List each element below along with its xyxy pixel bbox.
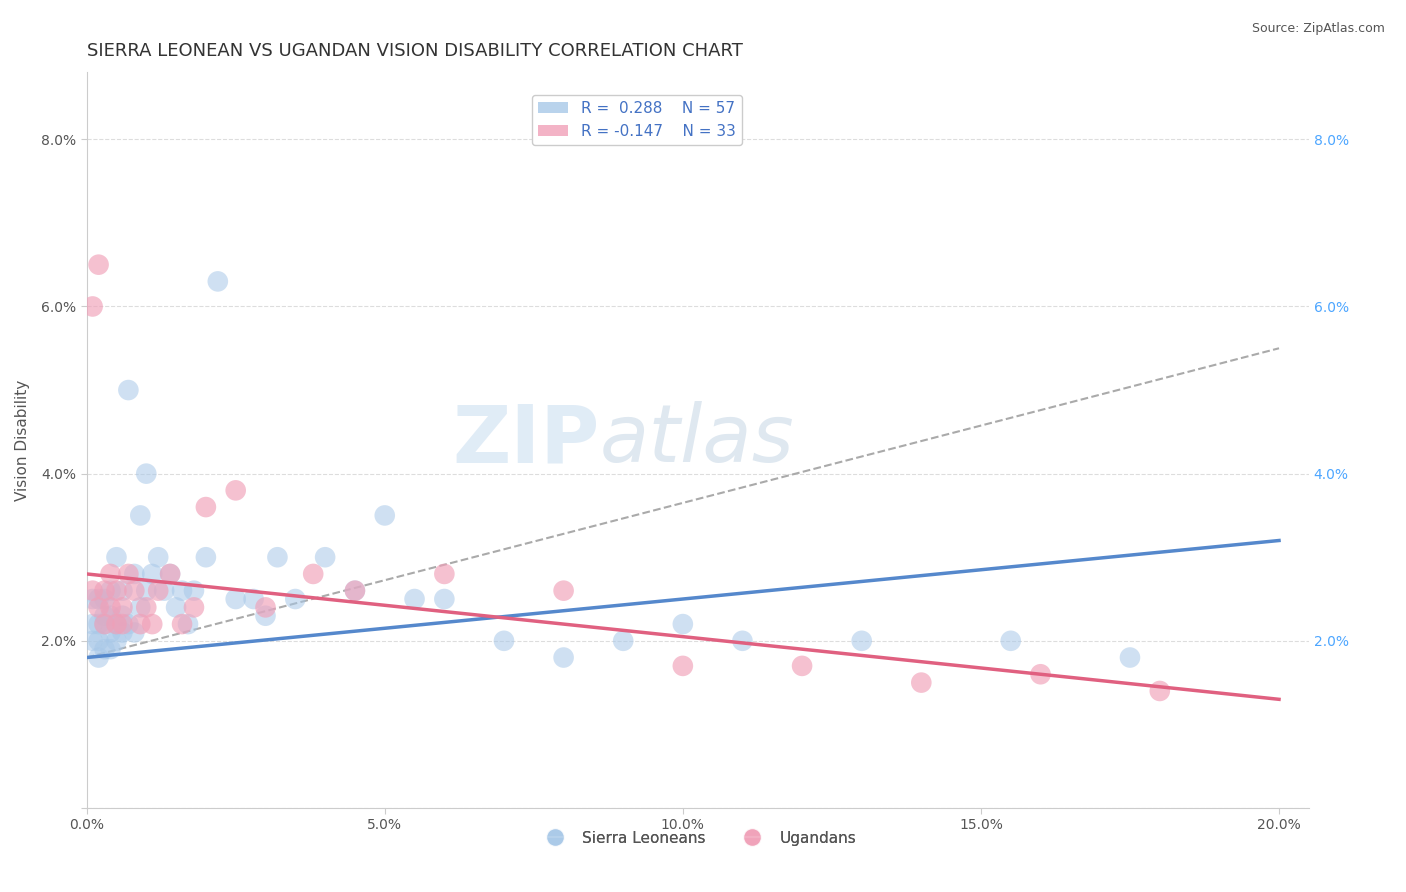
- Point: [82, 300, 104, 314]
- Point: [100, 583, 122, 598]
- Point: [124, 625, 146, 640]
- Text: ZIP: ZIP: [453, 401, 600, 479]
- Point: [433, 566, 456, 581]
- Point: [194, 500, 217, 514]
- Point: [159, 566, 181, 581]
- Text: SIERRA LEONEAN VS UGANDAN VISION DISABILITY CORRELATION CHART: SIERRA LEONEAN VS UGANDAN VISION DISABIL…: [87, 42, 742, 60]
- Point: [343, 583, 366, 598]
- Point: [82, 583, 104, 598]
- Point: [1000, 633, 1022, 648]
- Point: [111, 583, 134, 598]
- Point: [183, 583, 205, 598]
- Point: [93, 608, 115, 623]
- Point: [82, 633, 104, 648]
- Point: [93, 583, 115, 598]
- Point: [302, 566, 325, 581]
- Point: [404, 592, 426, 607]
- Point: [93, 642, 115, 657]
- Point: [93, 617, 115, 632]
- Text: Source: ZipAtlas.com: Source: ZipAtlas.com: [1251, 22, 1385, 36]
- Point: [87, 633, 110, 648]
- Point: [612, 633, 634, 648]
- Point: [148, 550, 170, 565]
- Point: [135, 467, 157, 481]
- Point: [492, 633, 515, 648]
- Point: [105, 633, 128, 648]
- Point: [82, 617, 104, 632]
- Point: [165, 600, 187, 615]
- Point: [790, 659, 813, 673]
- Point: [1149, 684, 1171, 698]
- Point: [148, 583, 170, 598]
- Point: [284, 592, 307, 607]
- Text: atlas: atlas: [600, 401, 794, 479]
- Point: [105, 583, 128, 598]
- Point: [194, 550, 217, 565]
- Point: [100, 566, 122, 581]
- Point: [100, 600, 122, 615]
- Point: [242, 592, 264, 607]
- Point: [117, 383, 139, 397]
- Point: [141, 566, 163, 581]
- Point: [170, 583, 193, 598]
- Point: [117, 617, 139, 632]
- Point: [124, 566, 146, 581]
- Point: [225, 483, 247, 498]
- Point: [93, 617, 115, 632]
- Y-axis label: Vision Disability: Vision Disability: [15, 380, 30, 500]
- Point: [731, 633, 754, 648]
- Legend: Sierra Leoneans, Ugandans: Sierra Leoneans, Ugandans: [533, 824, 862, 852]
- Point: [553, 650, 575, 665]
- Point: [129, 617, 152, 632]
- Point: [177, 617, 200, 632]
- Point: [672, 617, 695, 632]
- Point: [135, 583, 157, 598]
- Point: [433, 592, 456, 607]
- Point: [153, 583, 176, 598]
- Point: [266, 550, 288, 565]
- Point: [1029, 667, 1052, 681]
- Point: [135, 600, 157, 615]
- Point: [100, 608, 122, 623]
- Point: [111, 608, 134, 623]
- Point: [87, 592, 110, 607]
- Point: [87, 650, 110, 665]
- Point: [129, 508, 152, 523]
- Point: [100, 642, 122, 657]
- Point: [374, 508, 396, 523]
- Point: [111, 625, 134, 640]
- Point: [910, 675, 932, 690]
- Point: [117, 566, 139, 581]
- Point: [553, 583, 575, 598]
- Point: [111, 600, 134, 615]
- Point: [93, 592, 115, 607]
- Point: [100, 625, 122, 640]
- Point: [111, 617, 134, 632]
- Point: [254, 608, 277, 623]
- Point: [141, 617, 163, 632]
- Point: [343, 583, 366, 598]
- Point: [314, 550, 336, 565]
- Point: [254, 600, 277, 615]
- Point: [105, 550, 128, 565]
- Point: [124, 583, 146, 598]
- Point: [82, 592, 104, 607]
- Point: [129, 600, 152, 615]
- Point: [105, 617, 128, 632]
- Point: [87, 617, 110, 632]
- Point: [87, 258, 110, 272]
- Point: [851, 633, 873, 648]
- Point: [159, 566, 181, 581]
- Point: [105, 617, 128, 632]
- Point: [207, 274, 229, 288]
- Point: [225, 592, 247, 607]
- Point: [672, 659, 695, 673]
- Point: [87, 600, 110, 615]
- Point: [1119, 650, 1142, 665]
- Point: [183, 600, 205, 615]
- Point: [170, 617, 193, 632]
